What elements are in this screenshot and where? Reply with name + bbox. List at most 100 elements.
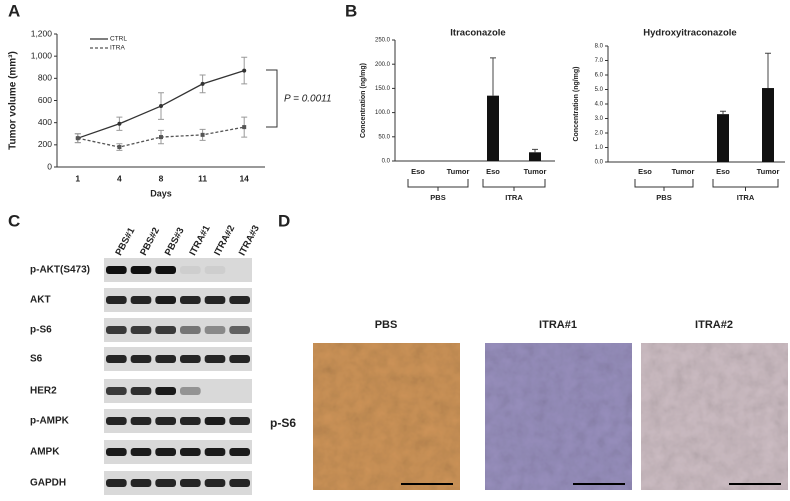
- band: [130, 326, 152, 334]
- lane-label: ITRA#2: [212, 224, 237, 258]
- lane-label: PBS#1: [113, 225, 137, 257]
- band: [204, 355, 226, 363]
- band: [130, 479, 152, 487]
- panel-label: B: [345, 1, 357, 20]
- band: [204, 479, 226, 487]
- band: [204, 448, 226, 456]
- point: [242, 68, 247, 73]
- band: [106, 296, 127, 304]
- x-tick-label: 4: [117, 173, 122, 183]
- blot-strip: [104, 409, 252, 433]
- x-tick-label: Tumor: [672, 167, 695, 176]
- sample-label: ITRA#1: [539, 319, 577, 331]
- x-tick-label: Eso: [411, 167, 425, 176]
- y-tick-label: 150.0: [375, 86, 391, 92]
- bracket: [266, 69, 278, 128]
- x-tick-label: Tumor: [757, 167, 780, 176]
- x-tick-label: Eso: [486, 167, 500, 176]
- ihc-texture: [313, 343, 460, 490]
- blot-strip: [104, 379, 252, 403]
- band: [204, 296, 226, 304]
- y-axis-label: Concentration (ng/mg): [360, 63, 367, 138]
- error-bar: [765, 52, 771, 89]
- y-tick-label: 4.0: [595, 102, 604, 108]
- y-tick-label: 0: [47, 161, 52, 171]
- point: [242, 125, 247, 130]
- y-tick-label: 2.0: [595, 131, 604, 137]
- bar: [717, 114, 729, 162]
- band: [155, 417, 176, 425]
- band: [155, 266, 176, 274]
- band: [229, 326, 250, 334]
- x-tick-label: Tumor: [524, 167, 547, 176]
- band: [106, 387, 127, 395]
- band: [106, 479, 127, 487]
- error-bar: [490, 57, 496, 96]
- group-bracket: [482, 179, 546, 191]
- y-tick-label: 0.0: [382, 159, 391, 165]
- group-label: ITRA: [737, 193, 755, 202]
- point: [75, 136, 80, 141]
- error-bar: [532, 148, 538, 153]
- band: [229, 355, 250, 363]
- x-axis-label: Days: [150, 188, 172, 198]
- group-label: PBS: [656, 193, 671, 202]
- y-tick-label: 3.0: [595, 116, 604, 122]
- y-tick-label: 0.0: [595, 160, 604, 166]
- y-tick-label: 1.0: [595, 145, 604, 151]
- x-tick-label: 14: [239, 173, 249, 183]
- band: [229, 296, 250, 304]
- group-label: PBS: [430, 193, 445, 202]
- band: [204, 326, 226, 334]
- band: [106, 326, 127, 334]
- point: [200, 81, 205, 86]
- band: [106, 266, 127, 274]
- row-label: p-AKT(S473): [30, 265, 90, 276]
- band: [130, 417, 152, 425]
- error-bar: [720, 110, 726, 115]
- x-tick-label: Eso: [716, 167, 730, 176]
- x-tick-label: Eso: [638, 167, 652, 176]
- chart-title: Hydroxyitraconazole: [643, 28, 736, 39]
- y-tick-label: 200: [38, 139, 52, 149]
- y-tick-label: 250.0: [375, 38, 391, 44]
- ihc-texture: [641, 343, 788, 490]
- annotation: P = 0.0011: [284, 94, 332, 105]
- row-label: AMPK: [30, 447, 60, 458]
- group-bracket: [634, 179, 694, 191]
- panel-label: C: [8, 211, 20, 230]
- ihc-texture: [485, 343, 632, 490]
- band: [204, 266, 226, 274]
- band: [155, 448, 176, 456]
- y-tick-label: 1,200: [31, 28, 53, 38]
- bar: [529, 152, 541, 161]
- band: [155, 296, 176, 304]
- lane-label: PBS#3: [163, 226, 187, 258]
- lane-label: PBS#2: [138, 226, 162, 258]
- band: [106, 417, 127, 425]
- bar: [762, 88, 774, 162]
- lane-label: ITRA#3: [237, 224, 262, 258]
- sample-label: ITRA#2: [695, 319, 733, 331]
- band: [155, 479, 176, 487]
- y-tick-label: 1,000: [31, 50, 53, 60]
- y-tick-label: 800: [38, 73, 52, 83]
- band: [155, 355, 176, 363]
- band: [155, 387, 176, 395]
- row-label: p-S6: [30, 325, 52, 336]
- point: [117, 145, 122, 150]
- y-tick-label: 8.0: [595, 44, 604, 50]
- band: [130, 387, 152, 395]
- blot-strip: [104, 440, 252, 464]
- band: [180, 355, 201, 363]
- blot-strip: [104, 318, 252, 342]
- band: [106, 448, 127, 456]
- y-tick-label: 5.0: [595, 87, 604, 93]
- x-tick-label: 11: [198, 173, 207, 183]
- y-tick-label: 7.0: [595, 58, 604, 64]
- bar: [487, 95, 499, 161]
- lane-label: ITRA#1: [187, 223, 212, 258]
- panel-label: A: [8, 1, 20, 20]
- legend-label: CTRL: [110, 36, 127, 43]
